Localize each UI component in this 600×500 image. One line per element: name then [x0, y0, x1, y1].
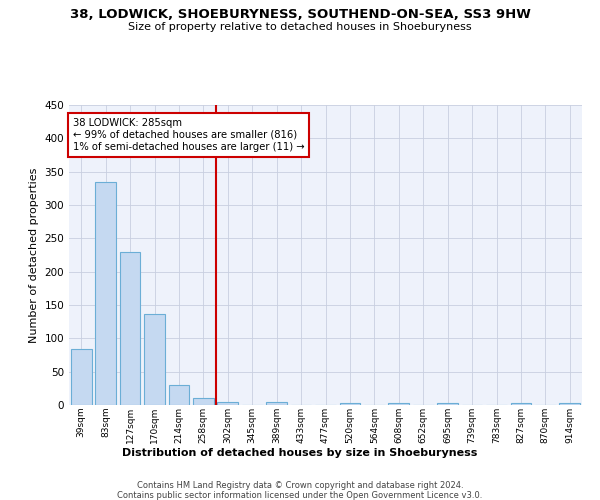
Bar	[388, 403, 409, 405]
Text: Distribution of detached houses by size in Shoeburyness: Distribution of detached houses by size …	[122, 448, 478, 458]
Bar	[217, 402, 238, 405]
Text: Size of property relative to detached houses in Shoeburyness: Size of property relative to detached ho…	[128, 22, 472, 32]
Text: 38 LODWICK: 285sqm
← 99% of detached houses are smaller (816)
1% of semi-detache: 38 LODWICK: 285sqm ← 99% of detached hou…	[73, 118, 304, 152]
Bar	[437, 403, 458, 405]
Bar	[340, 403, 361, 405]
Bar	[169, 385, 190, 405]
Bar	[193, 398, 214, 405]
Bar	[559, 403, 580, 405]
Bar	[266, 402, 287, 405]
Bar	[144, 314, 165, 405]
Text: Contains public sector information licensed under the Open Government Licence v3: Contains public sector information licen…	[118, 491, 482, 500]
Bar	[511, 403, 532, 405]
Bar	[71, 349, 92, 405]
Text: Contains HM Land Registry data © Crown copyright and database right 2024.: Contains HM Land Registry data © Crown c…	[137, 481, 463, 490]
Text: 38, LODWICK, SHOEBURYNESS, SOUTHEND-ON-SEA, SS3 9HW: 38, LODWICK, SHOEBURYNESS, SOUTHEND-ON-S…	[70, 8, 530, 20]
Bar	[95, 182, 116, 405]
Bar	[119, 252, 140, 405]
Y-axis label: Number of detached properties: Number of detached properties	[29, 168, 39, 342]
